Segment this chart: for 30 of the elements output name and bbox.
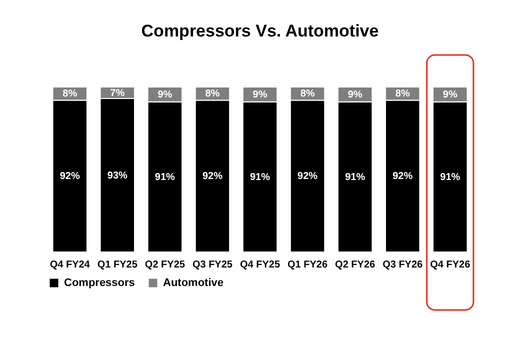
data-label: 8%: [62, 88, 78, 100]
data-label: 92%: [392, 171, 413, 182]
x-tick-label: Q3 FY25: [192, 260, 233, 270]
data-label: 9%: [348, 89, 362, 100]
data-label: 8%: [395, 88, 410, 100]
x-tick-label: Q2 FY25: [144, 260, 186, 270]
data-label: 91%: [154, 172, 176, 183]
data-label: 8%: [300, 88, 315, 100]
data-label: 93%: [107, 170, 128, 182]
data-label: 91%: [345, 172, 366, 183]
data-label: 91%: [250, 172, 270, 183]
data-label: 9%: [252, 89, 268, 100]
data-label: 9%: [158, 89, 172, 100]
data-label: 92%: [202, 171, 223, 182]
x-tick-label: Q3 FY26: [382, 260, 424, 270]
chart-title: Compressors Vs. Automotive: [141, 21, 379, 40]
data-label: 8%: [205, 88, 220, 100]
x-tick-label: Q4 FY25: [240, 260, 280, 270]
x-tick-label: Q2 FY26: [335, 260, 376, 270]
data-label: 92%: [60, 171, 80, 182]
x-tick-label: Q4 FY24: [50, 260, 90, 270]
data-label: 7%: [110, 88, 125, 99]
data-label: 92%: [298, 171, 318, 182]
data-label: 9%: [442, 89, 458, 100]
x-tick-label: Q1 FY26: [288, 260, 328, 270]
x-tick-label: Q1 FY25: [97, 260, 138, 270]
x-tick-label: Q4 FY26: [430, 260, 471, 270]
legend-label: Compressors: [64, 277, 135, 289]
data-label: 91%: [440, 172, 460, 183]
legend-label: Automotive: [163, 277, 224, 289]
